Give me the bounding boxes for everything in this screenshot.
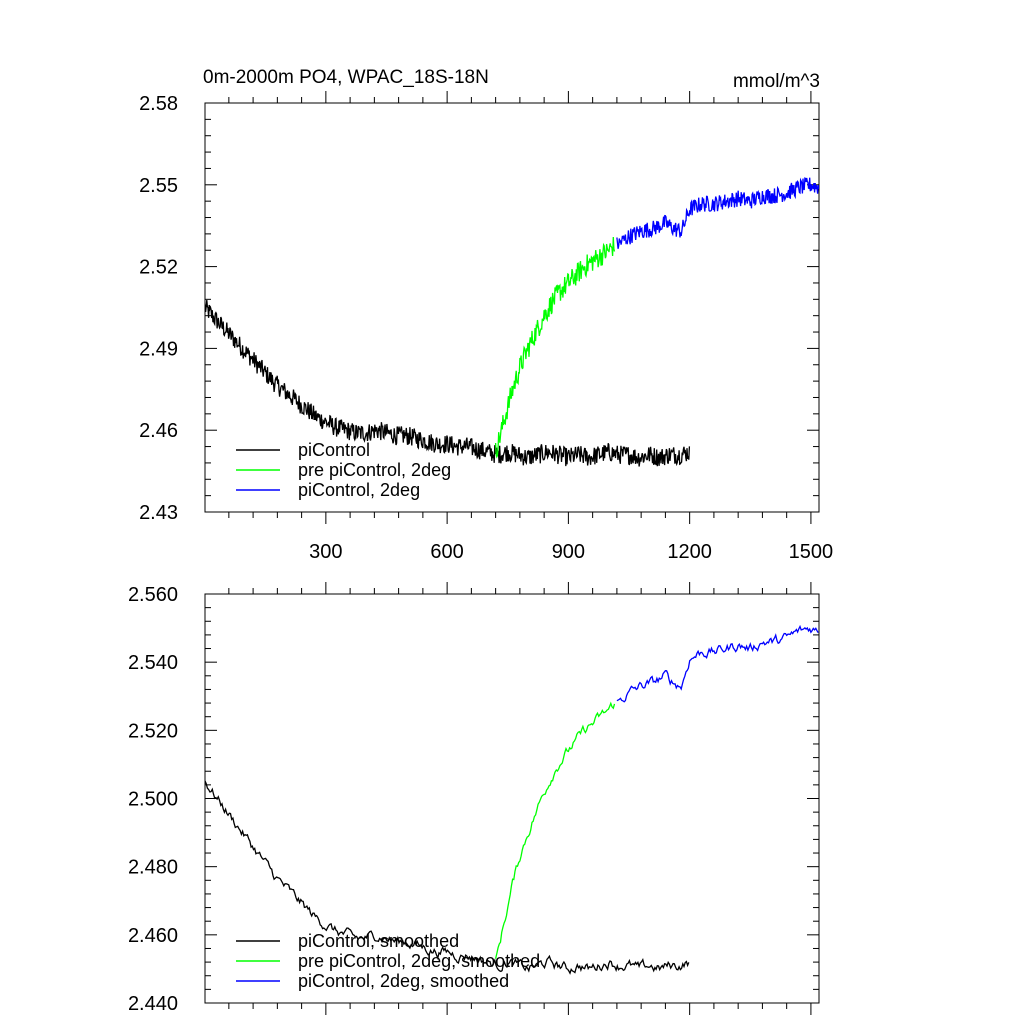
legend-label-0: piControl, smoothed <box>298 931 459 951</box>
y-tick-label: 2.540 <box>128 652 178 674</box>
x-tick-label: 600 <box>430 541 463 563</box>
series-line-2 <box>616 624 819 703</box>
y-tick-label: 2.460 <box>128 925 178 947</box>
units-label: mmol/m^3 <box>733 71 820 92</box>
series-line-2 <box>616 177 819 249</box>
y-tick-label: 2.500 <box>128 789 178 811</box>
top-panel: 2.43 2.46 2.49 2.52 2.55 2.58 300 600 900 1200 150… <box>139 91 833 563</box>
x-tick-label: 1500 <box>789 541 834 563</box>
y-tick-label: 2.52 <box>139 257 178 279</box>
legend-label-2: piControl, 2deg, smoothed <box>298 971 509 991</box>
y-tick-label: 2.49 <box>139 338 178 360</box>
bottom-panel: 2.440 2.460 2.480 2.500 2.520 2.540 2.560 piCon… <box>128 582 820 1015</box>
series-line-0 <box>205 780 690 975</box>
x-tick-label: 900 <box>552 541 585 563</box>
y-tick-label: 2.55 <box>139 175 178 197</box>
legend-label-1: pre piControl, 2deg, smoothed <box>298 951 540 971</box>
y-tick-label: 2.520 <box>128 720 178 742</box>
x-tick-label: 300 <box>309 541 342 563</box>
series-line-0 <box>205 300 691 467</box>
y-tick-label: 2.440 <box>128 993 178 1015</box>
series-line-1 <box>494 701 616 959</box>
series-line-1 <box>494 236 616 459</box>
legend-label-0: piControl <box>298 440 370 460</box>
x-tick-label: 1200 <box>667 541 712 563</box>
y-tick-label: 2.43 <box>139 502 178 524</box>
y-tick-label: 2.46 <box>139 420 178 442</box>
legend-label-1: pre piControl, 2deg <box>298 460 451 480</box>
legend-label-2: piControl, 2deg <box>298 480 420 500</box>
y-tick-label: 2.58 <box>139 93 178 115</box>
chart-title: 0m-2000m PO4, WPAC_18S-18N <box>203 67 489 88</box>
y-tick-label: 2.480 <box>128 857 178 879</box>
y-tick-label: 2.560 <box>128 584 178 606</box>
